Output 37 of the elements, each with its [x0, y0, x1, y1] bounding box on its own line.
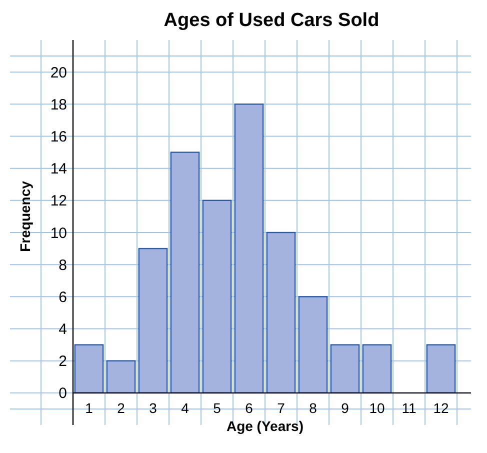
y-tick-label: 2	[58, 353, 67, 370]
bar	[234, 104, 264, 394]
x-tick-label: 2	[117, 400, 126, 416]
x-tick-label: 11	[402, 400, 416, 416]
y-tick-label: 20	[50, 64, 67, 82]
y-tick-label: 8	[58, 256, 67, 274]
x-tick-label: 7	[277, 400, 286, 416]
y-tick-label: 12	[50, 192, 67, 210]
bar	[266, 232, 296, 394]
x-tick-label: 12	[433, 400, 449, 416]
bar	[298, 296, 328, 394]
x-axis-title: Age (Years)	[226, 418, 304, 434]
y-tick-label: 10	[50, 224, 67, 242]
bar	[426, 344, 456, 394]
bar	[330, 344, 360, 394]
y-tick-label: 18	[50, 96, 67, 114]
y-tick-label: 0	[58, 385, 67, 402]
x-tick-label: 9	[341, 400, 350, 416]
y-axis-title: Frequency	[17, 180, 33, 252]
x-tick-label: 3	[149, 400, 158, 416]
x-tick-label: 8	[309, 400, 318, 416]
bar	[74, 344, 104, 394]
bar	[202, 200, 232, 394]
y-tick-label: 14	[50, 160, 67, 178]
bar	[106, 360, 136, 394]
x-tick-label: 6	[245, 400, 254, 416]
y-tick-label: 16	[50, 128, 67, 146]
x-tick-label: 5	[213, 400, 222, 416]
y-tick-label: 6	[58, 288, 67, 306]
bar	[362, 344, 392, 394]
x-tick-label: 1	[85, 400, 94, 416]
y-tick-label: 4	[58, 321, 67, 338]
bar	[138, 248, 168, 394]
bar	[170, 152, 200, 394]
chart-title: Ages of Used Cars Sold	[164, 10, 380, 31]
x-tick-label: 10	[369, 400, 385, 416]
x-tick-label: 4	[181, 400, 190, 416]
